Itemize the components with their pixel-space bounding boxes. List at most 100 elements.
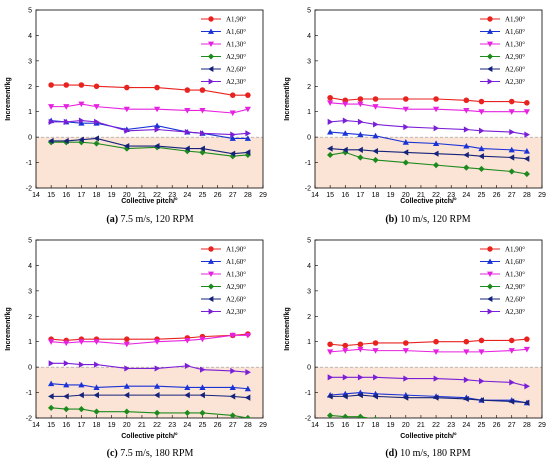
y-tick-label: 2 [28, 314, 32, 321]
panel-caption-text: 10 m/s, 120 RPM [398, 214, 471, 225]
y-tick-label: -2 [305, 186, 311, 193]
data-point [524, 131, 530, 138]
data-point [78, 381, 85, 388]
x-tick-label: 15 [47, 192, 55, 199]
data-point [93, 339, 100, 345]
data-point [373, 121, 379, 128]
data-point [327, 412, 334, 418]
legend-label: A2,30° [226, 78, 246, 86]
data-point [509, 379, 515, 386]
x-tick-label: 23 [447, 192, 455, 199]
x-axis-title: Collective pitch/° [400, 432, 457, 440]
legend-marker [487, 308, 493, 315]
legend-marker [487, 258, 493, 264]
data-point [229, 393, 236, 400]
data-point [153, 122, 161, 129]
data-point [48, 339, 55, 345]
y-axis-title: Increment/kg [284, 307, 291, 351]
data-point [78, 117, 85, 124]
legend-label: A2,30° [505, 308, 525, 316]
data-point [327, 94, 333, 101]
negative-region [315, 137, 542, 188]
data-point [94, 361, 100, 368]
x-tick-label: 19 [387, 422, 395, 429]
series-line [330, 131, 527, 152]
legend-label: A1,90° [505, 16, 525, 24]
series-group [48, 331, 251, 418]
data-point [199, 107, 206, 114]
data-point [342, 393, 348, 400]
x-tick-label: 24 [462, 192, 470, 199]
series-line [51, 407, 248, 418]
y-tick-label: 1 [307, 109, 311, 116]
data-point [229, 150, 236, 157]
data-point [357, 374, 364, 381]
x-tick-label: 18 [93, 192, 101, 199]
data-point [153, 339, 161, 345]
x-tick-label: 24 [183, 192, 191, 199]
y-tick-label: 5 [28, 238, 32, 245]
data-point [48, 118, 55, 125]
data-point [509, 128, 515, 136]
data-point [124, 336, 130, 342]
y-tick-label: -1 [26, 390, 32, 397]
data-point [523, 346, 530, 353]
data-point [342, 348, 349, 354]
data-point [357, 131, 364, 138]
data-point [63, 118, 70, 125]
data-point [463, 142, 470, 149]
y-tick-label: 0 [28, 365, 32, 372]
legend-label: A1,60° [505, 28, 525, 36]
y-tick-label: 5 [28, 8, 32, 15]
legend-label: A1,60° [226, 258, 246, 266]
data-point [244, 135, 251, 141]
x-tick-label: 16 [341, 422, 349, 429]
negative-region [36, 367, 263, 418]
legend-marker [208, 28, 214, 34]
data-point [478, 145, 485, 152]
data-point [199, 392, 205, 399]
data-point [433, 338, 439, 345]
data-point [463, 338, 470, 345]
legend-marker [208, 41, 214, 47]
y-tick-label: -2 [305, 416, 311, 423]
x-tick-label: 22 [153, 192, 161, 199]
data-point [229, 412, 236, 418]
data-point [230, 367, 236, 375]
series-line [330, 338, 527, 347]
data-point [327, 349, 334, 355]
data-point [432, 349, 440, 355]
y-tick-label: 3 [28, 58, 32, 65]
series-line [51, 120, 248, 139]
legend-label: A2,60° [226, 296, 246, 304]
data-point [342, 342, 349, 349]
x-tick-label: 21 [417, 192, 425, 199]
x-tick-label: 25 [478, 192, 486, 199]
data-point [78, 339, 85, 345]
data-point [523, 399, 530, 406]
x-tick-label: 28 [523, 192, 531, 199]
legend-marker [487, 271, 493, 277]
data-point [432, 140, 440, 146]
data-point [403, 340, 409, 346]
chart-panel-b: 14 15 16 17 18 19 20 21 22 23 24 25 26 27 28 29-2-10123… [284, 8, 546, 226]
y-tick-label: 3 [28, 288, 32, 295]
legend-label: A2,30° [226, 308, 246, 316]
data-point [372, 132, 379, 139]
chart-panel-d: 14 15 16 17 18 19 20 21 22 23 24 25 26 27 28 29-2-10123… [284, 238, 546, 460]
x-tick-label: 19 [108, 422, 116, 429]
data-point [523, 109, 530, 115]
data-point [405, 417, 407, 418]
y-tick-label: -1 [305, 390, 311, 397]
x-tick-label: 17 [78, 192, 86, 199]
data-point [229, 135, 236, 141]
data-point [508, 109, 515, 115]
data-point [78, 101, 85, 108]
series-group [48, 82, 251, 160]
data-point [153, 392, 160, 399]
data-point [478, 337, 485, 344]
legend-marker [208, 66, 214, 72]
x-tick-label: 14 [32, 192, 40, 199]
legend: A1,90° A1,60° A1,30° A2,90° A2,60° A2,30° [201, 16, 246, 86]
x-axis-title: Collective pitch/° [400, 197, 457, 205]
